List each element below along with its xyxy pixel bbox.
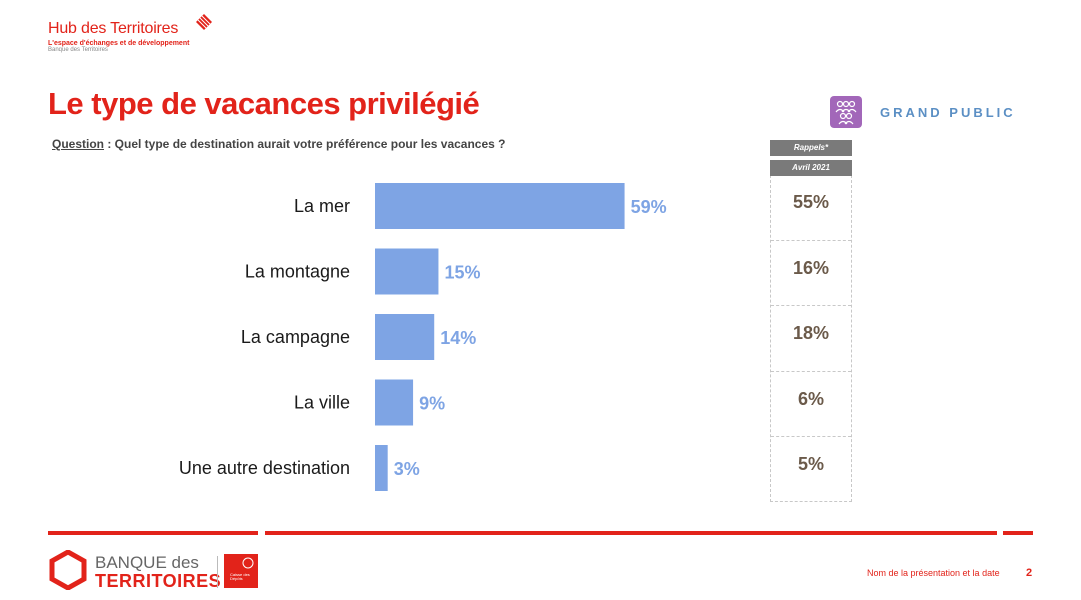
- footer-rule-left: [48, 531, 258, 535]
- hub-brand-tagline: Banque des Territoires: [48, 47, 108, 53]
- bar: [375, 314, 435, 360]
- category-label: La mer: [294, 196, 350, 216]
- page-number: 2: [1026, 567, 1033, 579]
- reminder-separator: [771, 370, 851, 372]
- value-label: 15%: [444, 263, 480, 283]
- audience-label: GRAND PUBLIC: [880, 105, 1016, 120]
- reminder-separator: [771, 305, 851, 306]
- value-label: 9%: [419, 394, 445, 414]
- footer-rule-right: [1003, 531, 1033, 535]
- group-of-people-icon: [830, 96, 862, 128]
- footer-brand-divider: [217, 556, 218, 588]
- category-label: Une autre destination: [179, 458, 350, 478]
- cdc-emblem-icon: [242, 557, 254, 569]
- category-label: La ville: [294, 393, 350, 413]
- footer-brand-line2: TERRITOIRES: [95, 571, 222, 591]
- reminder-value: 55%: [792, 192, 830, 212]
- hexagon-logo-icon: [49, 550, 87, 590]
- bar: [375, 379, 414, 426]
- question-label: Question: [52, 137, 105, 151]
- hub-logo-icon: [196, 14, 212, 30]
- page-title: Le type de vacances privilégié: [48, 86, 480, 121]
- caisse-des-depots-text: Caisse des Dépôts: [230, 572, 250, 581]
- hub-brand-subtitle: L'espace d'échanges et de développement: [48, 40, 190, 47]
- value-label: 14%: [440, 328, 476, 348]
- bar-chart: La mer 59% La montagne 15% La campagne 14% La …: [179, 183, 667, 491]
- footer-rule-middle: [265, 531, 997, 535]
- bar: [375, 445, 388, 491]
- category-label: La montagne: [245, 262, 350, 282]
- category-label: La campagne: [241, 327, 350, 347]
- question-text: : Quel type de destination aurait votre …: [104, 137, 506, 151]
- value-label: 3%: [394, 459, 420, 479]
- reminder-value: 6%: [797, 388, 824, 409]
- footer-brand-line1: BANQUE des: [95, 553, 199, 572]
- bar: [375, 183, 625, 229]
- reminder-value: 16%: [792, 257, 830, 278]
- reminder-value: 18%: [792, 323, 830, 343]
- reminder-period: Avril 2021: [770, 160, 852, 176]
- footer-note: Nom de la présentation et la date: [867, 568, 1000, 578]
- value-label: 59%: [631, 197, 667, 217]
- reminder-column: 55% 16% 18% 6% 5%: [770, 170, 852, 502]
- caisse-des-depots-logo: [224, 554, 258, 588]
- reminder-value: 5%: [797, 454, 824, 474]
- reminder-separator: [771, 239, 851, 241]
- question: Question : Quel type de destination aura…: [52, 137, 505, 151]
- bar: [375, 248, 439, 295]
- reminder-header: Rappels*: [770, 140, 852, 156]
- hub-brand-title: Hub des Territoires: [48, 20, 179, 37]
- reminder-separator: [771, 436, 851, 437]
